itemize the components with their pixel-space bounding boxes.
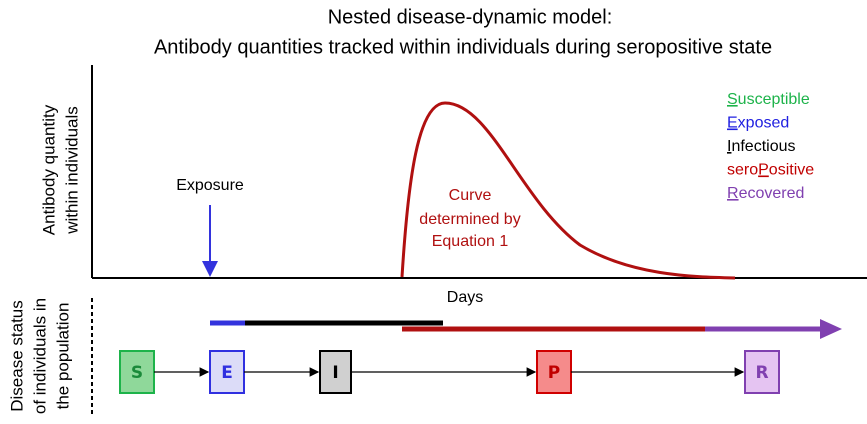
legend-key: I	[727, 138, 731, 155]
legend-entry: Recovered	[727, 185, 804, 202]
antibody-curve	[400, 101, 736, 280]
legend-suffix: xposed	[738, 115, 790, 132]
legend-entry: Infectious	[727, 138, 796, 155]
legend-entry: seroPositive	[727, 162, 814, 179]
x-axis-label: Days	[447, 289, 483, 306]
legend-key: E	[727, 115, 738, 132]
node-label: R	[755, 363, 768, 383]
node-box	[119, 350, 155, 394]
node-label: S	[131, 363, 143, 383]
curve-label: Equation 1	[432, 233, 509, 250]
exposure-label: Exposure	[176, 177, 244, 194]
node-box	[744, 350, 780, 394]
status-label: of individuals in	[30, 298, 49, 414]
legend-key: P	[758, 162, 769, 179]
legend-suffix: nfectious	[731, 138, 795, 155]
legend-suffix: ecovered	[739, 185, 805, 202]
legend-key: R	[727, 185, 739, 202]
legend-entry: Susceptible	[727, 91, 810, 108]
node-label: P	[548, 363, 560, 383]
y-axis-label: Antibody quantity	[39, 104, 58, 235]
legend-prefix: sero	[727, 162, 758, 179]
legend-suffix: ositive	[769, 162, 814, 179]
legend-suffix: usceptible	[738, 91, 810, 108]
legend: SusceptibleExposedInfectiousseroPositive…	[727, 91, 814, 202]
title: Antibody quantities tracked within indiv…	[154, 36, 772, 58]
node-label: I	[332, 363, 338, 383]
legend-key: S	[727, 91, 738, 108]
curve-label: Curve	[449, 187, 492, 204]
y-axis-label: within individuals	[62, 106, 81, 235]
curve-label: determined by	[419, 211, 520, 228]
status-label: the population	[53, 303, 72, 410]
node-label: E	[221, 363, 233, 383]
recovered-arrowhead	[820, 319, 842, 339]
title: Nested disease-dynamic model:	[328, 6, 613, 28]
legend-entry: Exposed	[727, 115, 789, 132]
node-box	[536, 350, 572, 394]
status-label: Disease status	[7, 300, 26, 412]
